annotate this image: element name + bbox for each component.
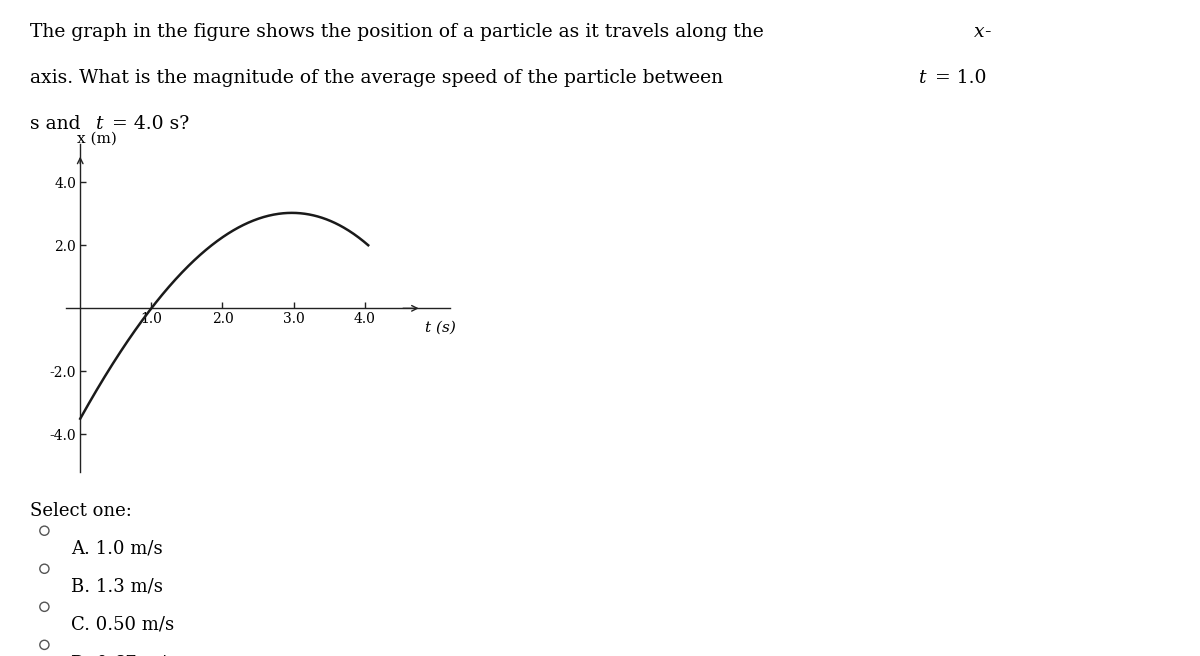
Text: = 4.0 s?: = 4.0 s?	[106, 115, 188, 133]
Text: A. 1.0 m/s: A. 1.0 m/s	[71, 540, 162, 558]
Text: t: t	[919, 69, 926, 87]
Text: The graph in the figure shows the position of a particle as it travels along the: The graph in the figure shows the positi…	[30, 23, 769, 41]
Text: Select one:: Select one:	[30, 502, 132, 520]
Text: s and: s and	[30, 115, 86, 133]
Text: x (m): x (m)	[77, 132, 116, 146]
Text: C. 0.50 m/s: C. 0.50 m/s	[71, 616, 174, 634]
Text: D. 0.67 m/s: D. 0.67 m/s	[71, 654, 174, 656]
Text: -: -	[984, 23, 990, 41]
Text: = 1.0: = 1.0	[929, 69, 986, 87]
Text: B. 1.3 m/s: B. 1.3 m/s	[71, 578, 163, 596]
Text: t: t	[96, 115, 103, 133]
Text: x: x	[974, 23, 985, 41]
Text: axis. What is the magnitude of the average speed of the particle between: axis. What is the magnitude of the avera…	[30, 69, 730, 87]
Text: t (s): t (s)	[425, 321, 456, 335]
